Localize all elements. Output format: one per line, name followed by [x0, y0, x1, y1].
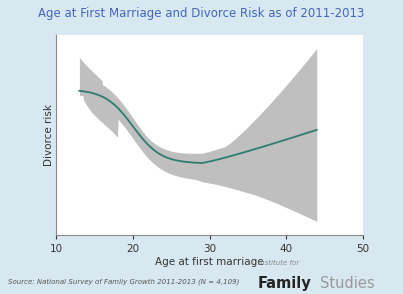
Text: Age at First Marriage and Divorce Risk as of 2011-2013: Age at First Marriage and Divorce Risk a…	[38, 7, 365, 20]
Y-axis label: Divorce risk: Divorce risk	[44, 104, 54, 166]
Text: Family: Family	[258, 276, 312, 291]
Text: Source: National Survey of Family Growth 2011-2013 (N = 4,109): Source: National Survey of Family Growth…	[8, 279, 239, 285]
Text: Studies: Studies	[320, 276, 375, 291]
Text: Institute for: Institute for	[258, 260, 299, 266]
X-axis label: Age at first marriage: Age at first marriage	[155, 257, 264, 267]
